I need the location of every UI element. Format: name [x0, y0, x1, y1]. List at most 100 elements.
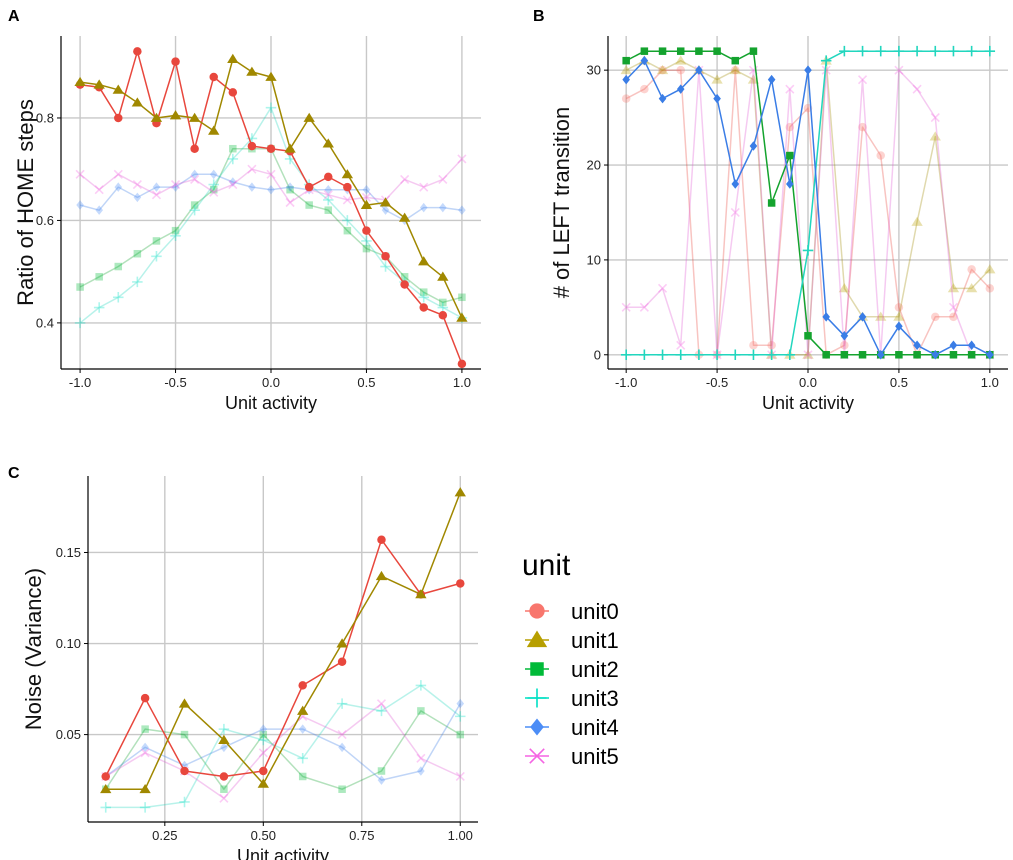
y-tick-label: 0.4: [36, 315, 54, 330]
data-point: [247, 164, 257, 174]
data-point: [747, 74, 760, 84]
series-line-unit4: [105, 703, 461, 781]
data-point: [456, 730, 465, 739]
data-point: [457, 359, 467, 369]
data-point: [658, 47, 667, 55]
data-point: [948, 302, 959, 312]
x-tick-label: 0.0: [799, 375, 817, 390]
data-point: [894, 65, 904, 75]
series-line-unit1: [625, 59, 991, 356]
data-point: [180, 730, 189, 739]
plus-icon: [525, 688, 549, 708]
data-point: [114, 182, 123, 192]
data-point: [948, 45, 959, 57]
data-point: [749, 341, 758, 350]
data-point: [822, 351, 830, 359]
series-line-unit4: [79, 173, 463, 222]
data-point: [713, 93, 721, 104]
y-tick-label: 0: [594, 347, 601, 362]
data-point: [140, 748, 150, 758]
data-point: [95, 205, 103, 215]
data-point: [947, 283, 960, 293]
data-point: [929, 131, 941, 141]
y-tick-label: 20: [587, 158, 601, 173]
legend-label-unit4: unit4: [571, 715, 619, 740]
data-point: [419, 202, 428, 213]
data-point: [305, 201, 313, 209]
data-point: [113, 292, 124, 303]
data-point: [114, 262, 123, 271]
data-point: [657, 283, 668, 293]
data-point: [114, 113, 123, 123]
series-line-unit5: [626, 69, 990, 356]
data-point: [857, 45, 868, 57]
data-point: [208, 179, 219, 190]
series-unit3: [620, 45, 996, 361]
data-point: [767, 74, 776, 85]
data-point: [455, 711, 466, 722]
data-point: [180, 760, 189, 771]
series-unit5: [101, 699, 465, 803]
data-point: [621, 302, 631, 312]
data-point: [337, 657, 347, 666]
data-point: [376, 699, 387, 709]
series-unit1: [74, 53, 468, 322]
data-point: [361, 235, 372, 247]
data-point: [298, 724, 307, 734]
data-point: [297, 753, 308, 764]
legend-item-unit5: unit5: [525, 744, 619, 769]
data-point: [419, 288, 428, 296]
panel-label-c: C: [8, 465, 20, 482]
legend-item-unit2: unit2: [525, 657, 619, 682]
data-point: [324, 206, 333, 214]
legend-key-marker: [527, 688, 547, 708]
data-point: [984, 45, 996, 57]
data-point: [76, 200, 84, 210]
data-point: [676, 47, 685, 55]
data-point: [931, 312, 940, 322]
x-tick-label: 0.5: [357, 375, 375, 390]
data-point: [838, 283, 851, 293]
data-point: [227, 53, 239, 63]
legend-key-marker: [529, 748, 545, 764]
data-point: [640, 55, 649, 66]
data-point: [711, 74, 723, 84]
data-point: [343, 226, 352, 235]
data-point: [336, 638, 348, 648]
x-tick-label: 0.25: [152, 828, 177, 843]
data-point: [101, 772, 110, 781]
data-point: [171, 57, 180, 66]
data-point: [171, 182, 180, 192]
data-point: [247, 141, 257, 151]
data-point: [840, 341, 849, 350]
data-point: [731, 65, 740, 75]
y-tick-label: 0.10: [56, 636, 81, 651]
data-point: [416, 753, 426, 763]
data-point: [400, 280, 409, 289]
legend-key-marker: [530, 662, 544, 676]
legend-item-unit0: unit0: [525, 599, 619, 624]
x-axis-label: Unit activity: [762, 393, 854, 413]
x-tick-label: 1.0: [453, 375, 471, 390]
data-point: [676, 84, 685, 94]
data-point: [131, 97, 144, 107]
x-tick-label: -0.5: [706, 375, 728, 390]
data-point: [676, 65, 685, 75]
data-point: [338, 742, 346, 753]
data-point: [362, 226, 371, 235]
data-point: [379, 197, 392, 207]
data-point: [342, 215, 353, 226]
data-point: [986, 350, 994, 360]
data-point: [731, 179, 740, 189]
data-point: [324, 184, 333, 195]
panel-b-chart: -1.0 -0.5 0.0 0.5 1.0 0 10 20 30 Unit activity # o…: [549, 36, 1008, 413]
x-tick-label: 1.00: [448, 828, 473, 843]
data-point: [822, 312, 830, 322]
data-point: [966, 45, 977, 57]
data-point: [894, 303, 904, 312]
data-point: [839, 45, 850, 57]
data-point: [439, 202, 447, 213]
data-point: [622, 56, 630, 65]
data-point: [219, 772, 229, 781]
